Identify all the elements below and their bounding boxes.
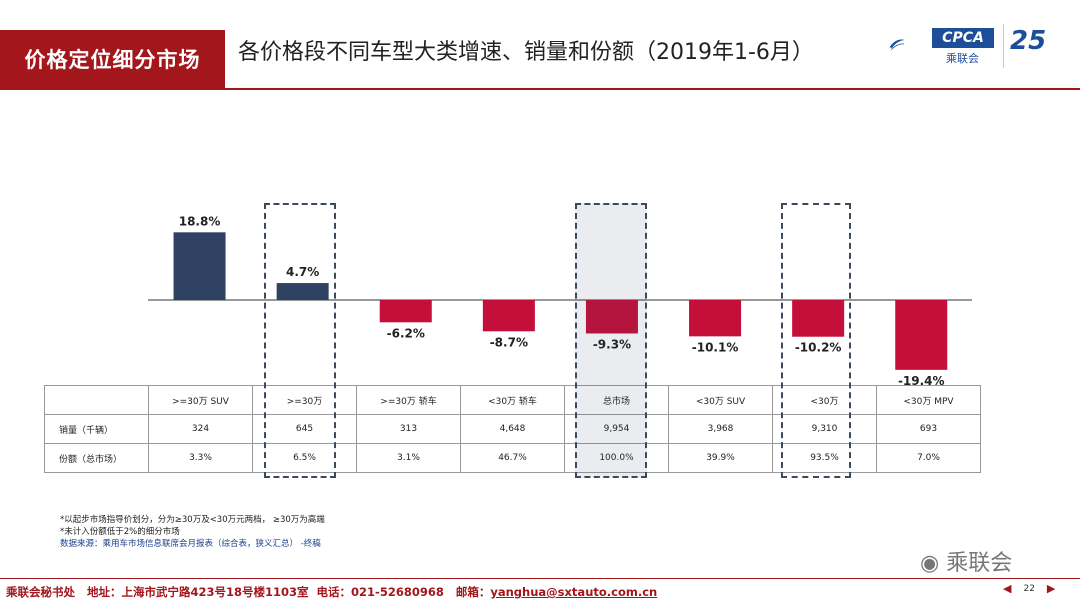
- title-rule: [0, 88, 1080, 90]
- table-header-cell: >=30万 轿车: [356, 385, 461, 415]
- footnote-2: *未计入份额低于2%的细分市场: [60, 527, 180, 537]
- table-row-label: 份额（总市场）: [44, 443, 149, 473]
- footer-phone: 电话：021-52680968: [316, 585, 444, 599]
- bar: [482, 300, 535, 332]
- cpca-logo-subtitle: 乘联会: [946, 52, 979, 65]
- table-cell: 93.5%: [772, 443, 877, 473]
- footer-org: 乘联会秘书处: [6, 585, 75, 599]
- footer-address: 地址：上海市武宁路423号18号楼1103室: [87, 585, 309, 599]
- cpca-logo: CPCA: [932, 28, 994, 48]
- table-header-cell: >=30万 SUV: [148, 385, 253, 415]
- table-cell: 645: [252, 414, 357, 444]
- page-number: 22: [1023, 583, 1035, 594]
- table-cell: 324: [148, 414, 253, 444]
- footer: 乘联会秘书处 地址：上海市武宁路423号18号楼1103室 电话：021-526…: [6, 584, 657, 600]
- table-row-label: 销量（千辆）: [44, 414, 149, 444]
- table-cell: 39.9%: [668, 443, 773, 473]
- bar: [276, 283, 329, 300]
- highlight-box-30w-below: [781, 203, 851, 478]
- table-cell: 3.3%: [148, 443, 253, 473]
- table-cell: 6.5%: [252, 443, 357, 473]
- data-label: -6.2%: [387, 326, 425, 340]
- data-label: -10.1%: [692, 340, 739, 354]
- table-cell: 7.0%: [876, 443, 981, 473]
- pager: ◀ 22 ▶: [1003, 582, 1055, 595]
- table-header-cell: <30万 SUV: [668, 385, 773, 415]
- data-label: -9.3%: [593, 337, 631, 351]
- bar: [379, 300, 432, 323]
- table-header-cell: <30万: [772, 385, 877, 415]
- footnotes: *以起步市场指导价划分，分为≥30万及<30万元两档， ≥30万为高端 *未计入…: [60, 514, 325, 550]
- bar: [895, 300, 948, 370]
- page-title: 各价格段不同车型大类增速、销量和份额（2019年1-6月）: [238, 40, 814, 65]
- footer-email-label: 邮箱：: [455, 585, 491, 599]
- bar: [173, 232, 226, 300]
- bar: [585, 300, 638, 334]
- table-header-cell: >=30万: [252, 385, 357, 415]
- highlight-box-30w-above: [264, 203, 336, 478]
- prev-page-icon[interactable]: ◀: [1003, 582, 1012, 595]
- table-header-cell: <30万 MPV: [876, 385, 981, 415]
- next-page-icon[interactable]: ▶: [1046, 582, 1056, 595]
- bar: [792, 300, 845, 337]
- table-header-cell: <30万 轿车: [460, 385, 565, 415]
- table-cell: 3,968: [668, 414, 773, 444]
- table-cell: 46.7%: [460, 443, 565, 473]
- data-label: 4.7%: [286, 265, 319, 279]
- footnote-1: *以起步市场指导价划分，分为≥30万及<30万元两档， ≥30万为高端: [60, 515, 325, 525]
- footer-email-link[interactable]: yanghua@sxtauto.com.cn: [490, 585, 658, 599]
- table-corner-cell: [44, 385, 149, 415]
- table-row: 份额（总市场） 3.3% 6.5% 3.1% 46.7% 100.0% 39.9% 93.5%…: [44, 443, 981, 473]
- wechat-icon: ◉: [920, 551, 940, 576]
- growth-bar-chart: 18.8% 4.7% -6.2% -8.7% -9.3% -10.1% -10.2% -19.…: [148, 214, 972, 388]
- table-cell: 313: [356, 414, 461, 444]
- data-label: -19.4%: [898, 374, 945, 388]
- anniversary-logo: 25: [1010, 26, 1047, 56]
- data-label: 18.8%: [179, 214, 221, 228]
- data-label: -8.7%: [490, 335, 528, 349]
- watermark-text: 乘联会: [946, 551, 1013, 576]
- table-cell: 100.0%: [564, 443, 669, 473]
- data-source: 数据来源：乘用车市场信息联席会月报表（综合表，狭义汇总） -终稿: [60, 539, 321, 549]
- cpca-swoosh-icon: [889, 39, 905, 50]
- bar: [689, 300, 742, 337]
- highlight-box-total-market: [575, 203, 647, 478]
- table-header-row: >=30万 SUV >=30万 >=30万 轿车 <30万 轿车 总市场 <30万 SUV…: [44, 385, 981, 415]
- wechat-watermark: ◉ 乘联会: [920, 545, 1012, 577]
- table-cell: 3.1%: [356, 443, 461, 473]
- logo-divider: [1003, 24, 1004, 68]
- footer-rule: [0, 578, 1080, 579]
- table-cell: 693: [876, 414, 981, 444]
- table-cell: 4,648: [460, 414, 565, 444]
- header: 价格定位细分市场 各价格段不同车型大类增速、销量和份额（2019年1-6月） C…: [0, 0, 1080, 92]
- data-table: >=30万 SUV >=30万 >=30万 轿车 <30万 轿车 总市场 <30万 SUV…: [44, 385, 981, 473]
- table-cell: 9,954: [564, 414, 669, 444]
- data-label: -10.2%: [795, 341, 842, 355]
- section-title: 价格定位细分市场: [0, 30, 225, 88]
- table-row: 销量（千辆） 324 645 313 4,648 9,954 3,968 9,310 693: [44, 414, 981, 444]
